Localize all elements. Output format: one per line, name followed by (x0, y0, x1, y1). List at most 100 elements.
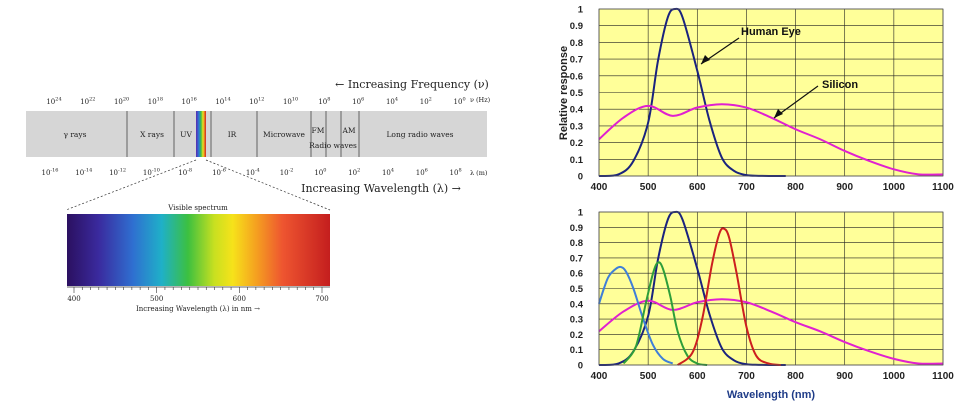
y-tick-1-top: 1 (578, 5, 584, 16)
x-tick-1100-bottom: 1100 (932, 371, 954, 382)
x-tick-400-bottom: 400 (591, 371, 608, 382)
series-silicon-top (598, 103, 944, 176)
x-axis-label: Wavelength (nm) (727, 389, 816, 401)
frequency-tick-9: 106 (352, 97, 364, 107)
visible-band-swatch (196, 111, 206, 157)
series-red-cone-bottom (676, 227, 781, 366)
y-tick-0.3-top: 0.3 (570, 121, 583, 132)
visible-tick-label-500: 500 (150, 295, 163, 303)
visible-tick-label-400: 400 (67, 295, 80, 303)
em-spectrum-diagram: ← Increasing Frequency (ν) 1024 1022 1020 1… (26, 78, 491, 313)
band-x-rays: X rays (140, 130, 164, 139)
y-tick-0.4-bottom: 0.4 (570, 299, 584, 310)
y-tick-0.9-bottom: 0.9 (570, 223, 583, 234)
visible-spectrum-title: Visible spectrum (167, 204, 228, 212)
band-fm: FM (312, 126, 325, 135)
wavelength-direction-label: Increasing Wavelength (λ) → (301, 182, 461, 195)
x-tick-1100-top: 1100 (932, 182, 954, 193)
band-long-radio-waves: Long radio waves (386, 130, 453, 139)
visible-tick-label-600: 600 (233, 295, 246, 303)
frequency-unit-label: ν (Hz) (470, 96, 491, 104)
y-tick-0.3-bottom: 0.3 (570, 315, 583, 326)
y-tick-0.2-bottom: 0.2 (570, 330, 583, 341)
y-tick-0.6-bottom: 0.6 (570, 269, 583, 280)
x-tick-labels-top: 400 500 600 700 800 900 1000 1100 (591, 182, 955, 193)
x-tick-700-bottom: 700 (738, 371, 755, 382)
frequency-tick-labels: 1024 1022 1020 1018 1016 1014 1012 1010 108 106 10… (46, 97, 465, 107)
frequency-direction-label: ← Increasing Frequency (ν) (335, 78, 489, 91)
band-gamma-rays: γ rays (63, 130, 86, 139)
wavelength-tick-4: 10-8 (178, 168, 192, 178)
wavelength-tick-0: 10-16 (42, 168, 59, 178)
y-tick-0.7-top: 0.7 (570, 55, 583, 66)
human-eye-annotation: Human Eye (741, 26, 801, 38)
x-tick-1000-top: 1000 (883, 182, 906, 193)
y-tick-0-bottom: 0 (578, 361, 583, 372)
x-tick-900-top: 900 (836, 182, 853, 193)
wavelength-tick-5: 10-6 (212, 168, 226, 178)
frequency-tick-11: 102 (420, 97, 432, 107)
x-tick-900-bottom: 900 (836, 371, 853, 382)
y-axis-label: Relative response (558, 46, 570, 140)
wavelength-tick-3: 10-10 (143, 168, 160, 178)
band-am: AM (341, 126, 355, 135)
frequency-tick-8: 108 (318, 97, 330, 107)
frequency-tick-1: 1022 (80, 97, 95, 107)
y-tick-0.1-bottom: 0.1 (570, 345, 584, 356)
response-chart-bottom: 0 0.1 0.2 0.3 0.4 0.5 0.6 0.7 0.8 0.9 1 400 500 600 7… (570, 208, 955, 402)
frequency-tick-4: 1016 (182, 97, 197, 107)
y-tick-0.9-top: 0.9 (570, 21, 583, 32)
wavelength-tick-10: 104 (382, 168, 394, 178)
series-silicon-bottom (598, 298, 944, 365)
x-tick-1000-bottom: 1000 (883, 371, 906, 382)
frequency-tick-3: 1018 (148, 97, 163, 107)
wavelength-tick-2: 10-12 (109, 168, 126, 178)
visible-axis-label: Increasing Wavelength (λ) in nm → (136, 305, 260, 313)
y-tick-0.7-bottom: 0.7 (570, 253, 583, 264)
silicon-arrow-head (774, 109, 783, 118)
band-uv: UV (180, 130, 192, 139)
spectrum-band-bar (26, 111, 487, 157)
plot-frame-bottom (598, 211, 944, 366)
y-tick-0.8-top: 0.8 (570, 38, 583, 49)
wavelength-tick-labels: 10-16 10-14 10-12 10-10 10-8 10-6 10-4 10-2 100 1… (42, 168, 462, 178)
visible-axis-minor-ticks (73, 287, 323, 293)
zoom-line-left (65, 159, 197, 211)
y-tick-labels-top: 0 0.1 0.2 0.3 0.4 0.5 0.6 0.7 0.8 0.9 1 (570, 5, 584, 183)
wavelength-tick-12: 108 (450, 168, 462, 178)
frequency-tick-2: 1020 (114, 97, 129, 107)
wavelength-tick-1: 10-14 (75, 168, 92, 178)
x-tick-labels-bottom: 400 500 600 700 800 900 1000 1100 (591, 371, 955, 382)
series-green-cone-bottom (622, 261, 708, 366)
band-microwave: Microwave (263, 130, 306, 139)
y-tick-0.5-top: 0.5 (570, 88, 584, 99)
wavelength-tick-9: 102 (348, 168, 360, 178)
wavelength-tick-7: 10-2 (280, 168, 294, 178)
visible-tick-label-700: 700 (315, 295, 328, 303)
band-radio-waves: Radio waves (309, 141, 357, 150)
visible-spectrum-gradient (67, 214, 330, 286)
y-tick-0.6-top: 0.6 (570, 71, 583, 82)
x-tick-700-top: 700 (738, 182, 755, 193)
series-blue-cone-bottom (598, 265, 674, 365)
silicon-annotation: Silicon (822, 79, 858, 91)
x-tick-800-top: 800 (787, 182, 804, 193)
y-tick-0-top: 0 (578, 172, 583, 183)
y-tick-0.4-top: 0.4 (570, 105, 584, 116)
wavelength-tick-11: 106 (416, 168, 428, 178)
human-eye-arrow-head (701, 55, 710, 64)
frequency-tick-12: 100 (454, 97, 466, 107)
wavelength-unit-label: λ (m) (470, 169, 488, 177)
x-tick-500-top: 500 (640, 182, 657, 193)
y-tick-0.1-top: 0.1 (570, 155, 584, 166)
wavelength-tick-6: 10-4 (246, 168, 260, 178)
y-tick-0.2-top: 0.2 (570, 138, 583, 149)
x-tick-400-top: 400 (591, 182, 608, 193)
y-tick-0.8-bottom: 0.8 (570, 238, 583, 249)
plot-frame-top (598, 8, 944, 177)
x-tick-600-top: 600 (689, 182, 706, 193)
y-tick-1-bottom: 1 (578, 208, 584, 219)
response-chart-top: 0 0.1 0.2 0.3 0.4 0.5 0.6 0.7 0.8 0.9 1 400 500 600 7… (558, 5, 954, 194)
band-dividers (126, 111, 360, 157)
